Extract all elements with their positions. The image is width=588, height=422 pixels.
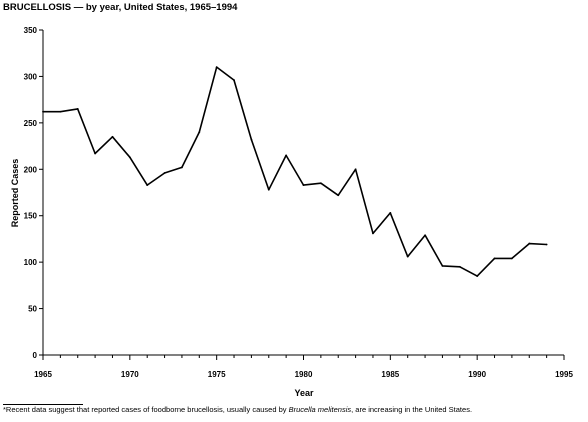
data-point [337,194,340,197]
series-layer [42,66,548,277]
data-point [267,188,270,191]
footnote-divider [3,404,83,405]
data-point [458,265,461,268]
data-point [76,108,79,110]
x-tick-label: 1965 [34,370,52,379]
data-point [233,79,235,82]
x-tick-label: 1995 [555,370,573,379]
x-axis: 1965 1970 1975 1980 1985 1990 1995 [34,354,573,379]
x-tick-label: 1990 [468,370,486,379]
x-tick-label: 1985 [381,370,399,379]
data-point [285,154,288,157]
y-tick-label: 150 [24,212,38,221]
data-point [111,135,114,138]
footnote-text-after: , are increasing in the United States. [351,405,473,414]
data-point [319,182,322,185]
data-point [372,232,374,235]
data-point [493,257,496,260]
data-point [528,242,531,245]
data-point [181,166,183,169]
y-tick-label: 100 [24,258,38,267]
data-point [354,168,357,171]
x-tick-label: 1980 [295,370,313,379]
footnote-species: Brucella melitensis [288,405,352,414]
data-point [163,172,166,174]
data-point [545,243,548,246]
series-line [43,66,547,277]
data-point [476,275,479,277]
data-point [389,212,392,214]
data-point [215,66,218,69]
data-point [250,138,253,141]
data-point [59,110,62,113]
data-point [198,131,201,134]
data-point [94,152,96,155]
footnote-marker: * [3,405,6,414]
y-axis: 0 50 100 150 200 250 300 350 [24,26,44,360]
x-tick-label: 1970 [121,370,139,379]
data-point [441,264,444,267]
data-point [424,234,426,237]
y-tick-label: 50 [28,305,37,314]
footnote: *Recent data suggest that reported cases… [3,405,472,414]
data-point [42,110,44,113]
data-point [146,184,149,186]
chart-title: BRUCELLOSIS — by year, United States, 19… [3,2,238,13]
data-point [302,184,305,186]
data-point [406,255,409,258]
y-tick-label: 350 [24,26,38,35]
data-point [128,156,131,159]
x-axis-label: Year [294,388,314,398]
y-tick-label: 0 [33,351,38,360]
y-tick-label: 300 [24,72,38,81]
y-tick-label: 200 [24,165,38,174]
x-tick-label: 1975 [208,370,226,379]
y-axis-label: Reported Cases [10,159,20,228]
data-point [511,257,513,260]
footnote-text-before: Recent data suggest that reported cases … [5,405,289,414]
y-tick-label: 250 [24,119,38,128]
